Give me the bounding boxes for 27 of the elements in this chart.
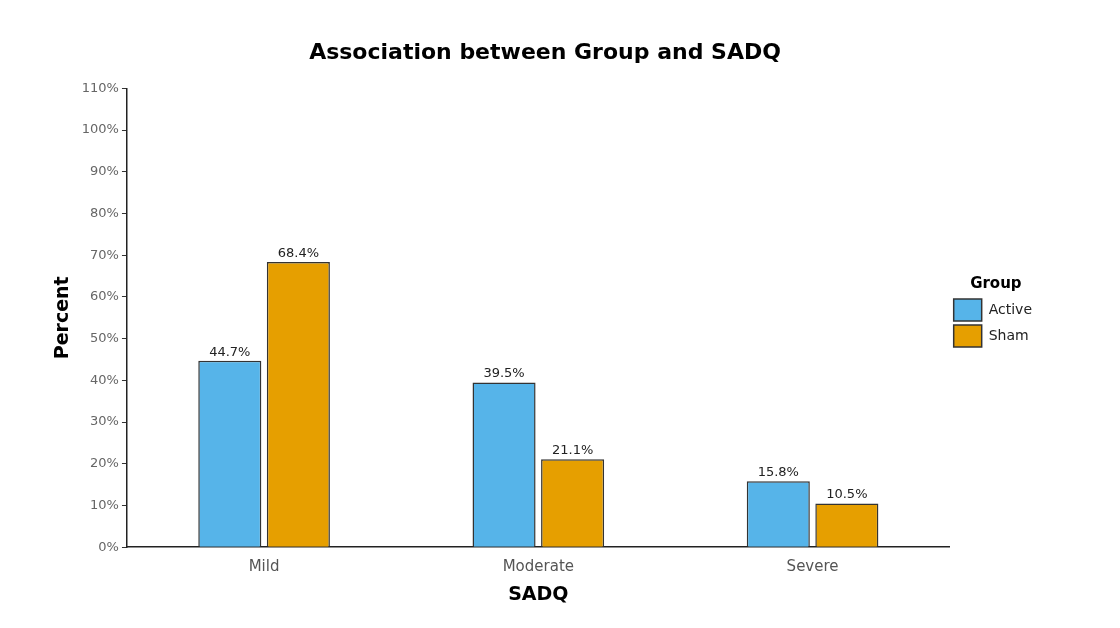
legend-label: Sham xyxy=(988,326,1029,343)
chart-title: Association between Group and SADQ xyxy=(309,38,781,64)
x-tick-label: Moderate xyxy=(502,557,574,576)
y-tick-label: 100% xyxy=(81,121,119,137)
y-axis-title: Percent xyxy=(50,276,73,360)
data-label: 68.4% xyxy=(277,244,320,260)
y-tick-label: 40% xyxy=(90,371,119,387)
y-tick-label: 30% xyxy=(90,413,119,429)
y-tick-label: 0% xyxy=(98,538,119,554)
x-tick-label: Severe xyxy=(786,557,839,576)
y-tick-label: 10% xyxy=(90,496,119,512)
x-tick-label: Mild xyxy=(248,557,280,576)
data-label: 39.5% xyxy=(483,365,525,381)
legend-label: Active xyxy=(988,300,1033,317)
y-tick-label: 50% xyxy=(90,330,119,346)
legend-title: Group xyxy=(970,274,1022,293)
y-tick-label: 20% xyxy=(90,455,119,471)
y-tick-label: 80% xyxy=(90,204,119,220)
y-tick-label: 110% xyxy=(81,79,119,95)
y-tick-label: 90% xyxy=(90,163,119,179)
data-label: 21.1% xyxy=(551,442,594,458)
y-tick-label: 70% xyxy=(90,246,119,262)
data-label: 15.8% xyxy=(757,464,799,480)
data-label: 10.5% xyxy=(826,486,868,502)
y-tick-label: 60% xyxy=(90,288,119,304)
data-label: 44.7% xyxy=(209,343,251,359)
x-axis-title: SADQ xyxy=(508,581,569,604)
